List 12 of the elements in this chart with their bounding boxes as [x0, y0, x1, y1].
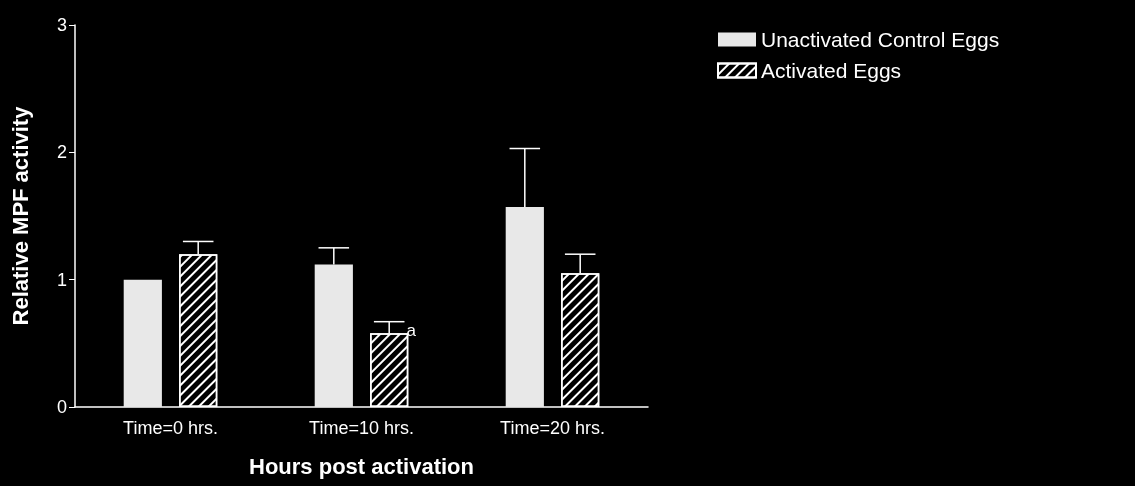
- x-tick-label: Time=0 hrs.: [123, 418, 218, 438]
- y-tick-label: 1: [56, 269, 67, 290]
- legend-label: Unactivated Control Eggs: [761, 28, 1000, 51]
- x-tick-label: Time=10 hrs.: [309, 418, 414, 438]
- y-tick-label: 3: [56, 15, 67, 35]
- y-tick-label: 0: [56, 397, 67, 417]
- x-axis-title: Hours post activation: [249, 453, 474, 479]
- y-tick-label: 2: [56, 142, 67, 163]
- legend-label: Activated Eggs: [761, 59, 902, 82]
- x-tick-label: Time=20 hrs.: [500, 418, 605, 438]
- y-axis-title: Relative MPF activity: [7, 105, 33, 326]
- annotation: a: [406, 320, 417, 340]
